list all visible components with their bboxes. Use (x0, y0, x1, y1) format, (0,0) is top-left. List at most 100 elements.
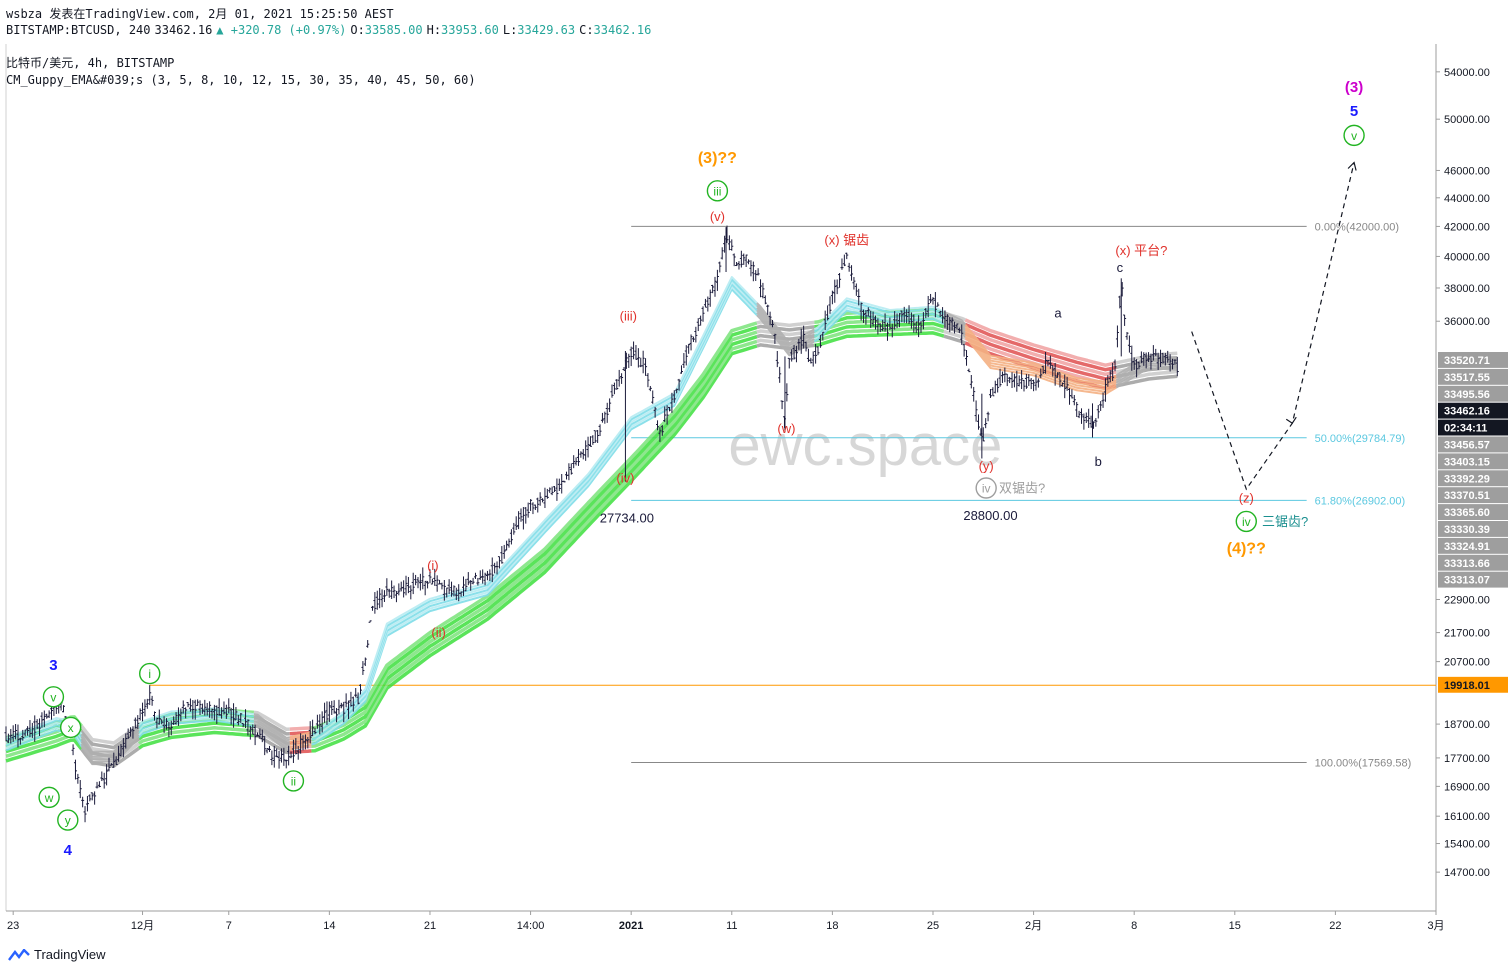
y-tick-label-4: 42000.00 (1444, 221, 1490, 233)
wave-label-circle-1 (42, 686, 65, 708)
price-scale-box-4 (1438, 419, 1508, 436)
fast-ema-ribbon-line (1115, 364, 1178, 386)
watermark: ewc.space (728, 413, 1002, 478)
fast-ema-ribbon-line (813, 297, 945, 331)
y-tick-label-6: 38000.00 (1444, 283, 1490, 295)
y-tick-label-7: 36000.00 (1444, 316, 1490, 328)
tradingview-brand: TradingView (34, 947, 106, 962)
open-value: 33585.00 (364, 23, 423, 37)
wave-label-15: (v) (710, 209, 725, 224)
y-tick-label-0: 54000.00 (1444, 67, 1490, 79)
wave-label-25: (x) 平台? (1115, 243, 1167, 258)
wave-label-6: i (148, 667, 151, 681)
wave-label-18: (y) (979, 459, 994, 474)
fast-ema-ribbon-line (80, 731, 140, 761)
wave-label-3: w (44, 791, 54, 805)
y-tick-label-15: 15400.00 (1444, 839, 1490, 851)
wave-label-23: b (1095, 454, 1102, 469)
projection-arrow-mid (1285, 416, 1297, 425)
price-scale-box-0 (1438, 352, 1508, 368)
fast-ema-ribbon-line (1115, 362, 1178, 384)
wave-label-26: (z) (1239, 491, 1254, 506)
price-scale-text-8: 33370.51 (1444, 490, 1490, 502)
slow-ema-ribbon-line (137, 726, 255, 746)
price-scale-box-9 (1438, 504, 1508, 520)
slow-ema-ribbon-line (311, 321, 758, 730)
price-scale-box-1 (1438, 368, 1508, 385)
price-scale-text-3: 33462.16 (1444, 406, 1490, 418)
wave-label-24: c (1117, 260, 1124, 275)
slow-ema-ribbon-line (311, 330, 758, 739)
wave-label-31: 5 (1350, 103, 1358, 120)
projection-path (1191, 162, 1355, 491)
tradingview-mark-icon (8, 947, 30, 961)
close-value: 33462.16 (593, 23, 652, 37)
fast-ema-ribbon-line (813, 302, 945, 335)
symbol-label[interactable]: BITSTAMP:BTCUSD, 240 (6, 23, 151, 37)
fast-ema-ribbon-line (311, 276, 758, 734)
price-scale-box-11 (1438, 537, 1508, 554)
price-scale-text-5: 33456.57 (1444, 440, 1490, 452)
price-scale-box-14 (1438, 676, 1508, 693)
wave-label-21: 28800.00 (963, 508, 1017, 523)
slow-ema-ribbon-line (137, 721, 254, 741)
y-tick-label-13: 16900.00 (1444, 781, 1490, 793)
slow-ema-ribbon-line (1115, 374, 1178, 388)
wave-label-22: a (1054, 305, 1062, 320)
level-label-3: 100.00%(17569.58) (1315, 757, 1412, 769)
open-label: O: (350, 23, 365, 37)
x-tick-label-13: 22 (1329, 920, 1341, 932)
slow-ema-ribbon-line (964, 332, 1117, 381)
price-scale-text-0: 33520.71 (1444, 355, 1490, 367)
wave-label-29: (4)?? (1227, 541, 1266, 558)
wave-label-circle-7 (282, 770, 305, 792)
price-scale-box-5 (1438, 436, 1508, 453)
slow-ema-ribbon-line (5, 738, 83, 763)
publish-info-text: wsbza 发表在TradingView.com, 2月 01, 2021 15… (6, 7, 394, 21)
fast-ema-ribbon-line (80, 724, 140, 753)
x-tick-label-2: 7 (226, 920, 232, 932)
tradingview-logo[interactable]: TradingView (8, 947, 106, 962)
fast-ema-ribbon-line (1115, 367, 1178, 389)
wave-label-4: y (65, 814, 71, 828)
fast-ema-ribbon-line (813, 304, 945, 338)
wave-label-0: 3 (49, 657, 57, 674)
price-scale-text-4: 02:34:11 (1444, 423, 1487, 435)
projection-arrow-head (1347, 161, 1357, 171)
x-tick-label-3: 14 (323, 920, 335, 932)
candles (4, 225, 1179, 823)
fast-ema-ribbon-line (813, 299, 945, 333)
y-tick-label-14: 16100.00 (1444, 811, 1490, 823)
change-label: ▲ +320.78 (+0.97%) (216, 23, 347, 37)
price-scale-text-2: 33495.56 (1444, 389, 1490, 401)
slow-ema-ribbon-line (289, 726, 312, 731)
price-scale-text-10: 33330.39 (1444, 524, 1490, 536)
wave-label-circle-2 (59, 716, 82, 739)
wave-label-11: (iv) (616, 471, 634, 486)
fast-ema-ribbon-line (1115, 359, 1178, 382)
fast-ema-ribbon-line (964, 324, 1117, 383)
wave-label-16: (w) (777, 421, 795, 436)
fast-ema-ribbon-line (138, 712, 255, 731)
y-tick-label-1: 50000.00 (1444, 114, 1490, 126)
wave-label-20: 双锯齿? (999, 481, 1045, 496)
price-scale-text-6: 33403.15 (1444, 456, 1490, 468)
y-tick-label-3: 44000.00 (1444, 193, 1490, 205)
level-label-2: 61.80%(26902.00) (1315, 495, 1406, 507)
y-tick-label-8: 22900.00 (1444, 594, 1490, 606)
fast-ema-ribbon-line (964, 326, 1117, 386)
level-label-1: 50.00%(29784.79) (1315, 433, 1406, 445)
x-tick-label-11: 8 (1131, 920, 1137, 932)
fast-ema-ribbon-line (756, 307, 815, 349)
fast-ema-ribbon-line (253, 720, 291, 747)
slow-ema-ribbon-line (814, 331, 945, 348)
fast-ema-ribbon-line (813, 309, 945, 343)
y-tick-label-16: 14700.00 (1444, 867, 1490, 879)
publish-info: wsbza 发表在TradingView.com, 2月 01, 2021 15… (6, 5, 398, 22)
price-scale-text-7: 33392.29 (1444, 473, 1490, 485)
indicator-legend[interactable]: CM_Guppy_EMA&#039;s (3, 5, 8, 10, 12, 15… (6, 73, 480, 87)
wave-label-12: 27734.00 (600, 510, 654, 525)
price-scale-box-8 (1438, 487, 1508, 504)
